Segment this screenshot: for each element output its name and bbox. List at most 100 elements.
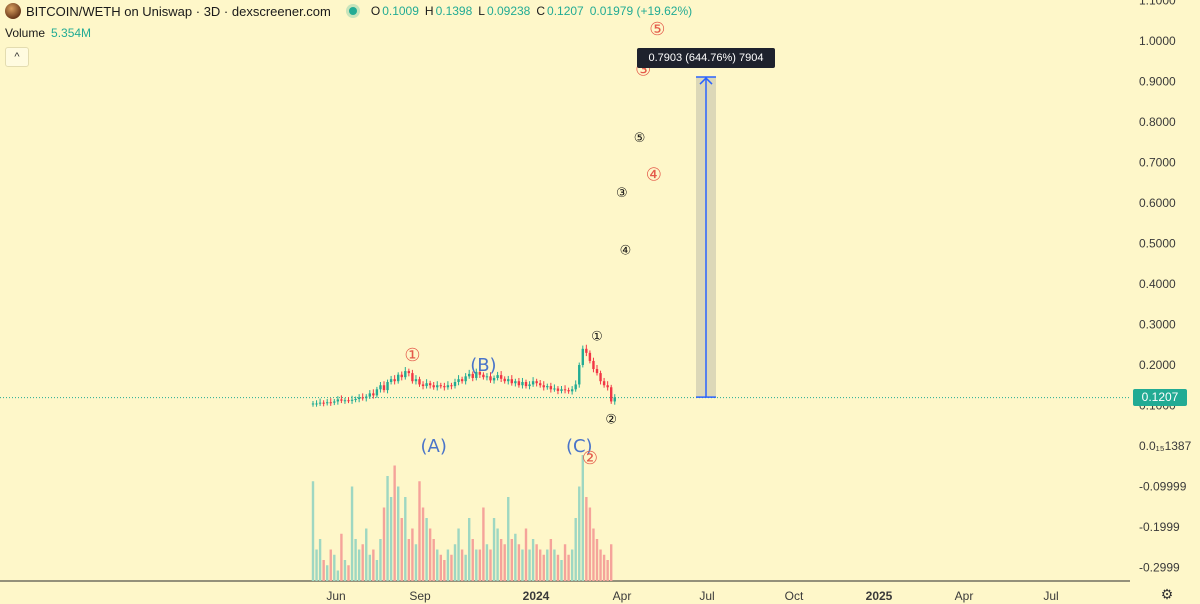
wave-label: (B) (470, 355, 496, 376)
volume-bar (354, 539, 357, 581)
wave-label: (C) (566, 436, 593, 457)
volume-bar (436, 549, 439, 581)
volume-bar (428, 528, 432, 581)
volume-bar (478, 549, 482, 581)
volume-bar (528, 549, 531, 581)
volume-bar (585, 497, 588, 581)
candle-body (499, 375, 503, 379)
candle-body (531, 381, 535, 385)
volume-bar (574, 518, 577, 581)
volume-bar (372, 549, 375, 581)
candle-body (478, 371, 482, 375)
candle-body (517, 381, 521, 386)
volume-bar (446, 549, 450, 581)
candle-body (393, 379, 396, 382)
volume-bar (329, 549, 332, 581)
volume-bar (347, 565, 350, 581)
volume-bar (421, 507, 425, 581)
candle-body (468, 373, 471, 377)
candle-body (514, 381, 517, 384)
volume-bar (450, 554, 453, 581)
collapse-legend-button[interactable]: ^ (5, 47, 29, 67)
volume-bar (336, 570, 340, 581)
volume-bar (514, 533, 517, 581)
volume-bar (414, 544, 418, 581)
candle-body (578, 365, 581, 385)
candle-body (446, 385, 450, 388)
candle-body (428, 383, 432, 386)
settings-gear-icon[interactable]: ⚙ (1160, 586, 1174, 602)
volume-bar (560, 560, 563, 581)
candle-body (539, 383, 542, 386)
candle-body (357, 397, 361, 400)
volume-bar (588, 507, 592, 581)
volume-bar (418, 481, 421, 581)
volume-bar (471, 539, 474, 581)
x-tick-label: Apr (955, 589, 974, 603)
candle-body (567, 390, 570, 392)
wave-label: ② (605, 413, 617, 428)
volume-bar (386, 476, 389, 581)
candle-body (453, 382, 457, 387)
candle-body (496, 375, 499, 378)
candle-body (585, 348, 588, 353)
wave-label: ⑤ (634, 131, 646, 146)
candle-body (354, 399, 357, 401)
volume-bar (318, 539, 322, 581)
volume-bar (524, 528, 528, 581)
volume-bar (492, 518, 496, 581)
candle-body (336, 399, 340, 402)
y-tick-label: 0.8000 (1139, 115, 1176, 129)
token-avatar-icon (5, 3, 21, 19)
volume-bar (556, 554, 560, 581)
volume-bar (361, 544, 364, 581)
candle-body (333, 401, 336, 403)
volume-value: 5.354M (51, 26, 92, 40)
volume-bar (397, 486, 400, 581)
volume-bar (482, 507, 485, 581)
candle-body (400, 374, 403, 378)
x-tick-label: Oct (785, 589, 804, 603)
volume-bar (510, 539, 513, 581)
volume-bar (379, 539, 382, 581)
candle-body (563, 389, 567, 391)
volume-label: Volume (5, 26, 46, 40)
y-tick-label: 1.0000 (1139, 34, 1176, 48)
y-tick-label: 0.9000 (1139, 75, 1176, 89)
candle-body (574, 384, 577, 390)
candle-body (521, 382, 524, 386)
volume-bar (382, 507, 386, 581)
volume-bar (499, 539, 503, 581)
market-status-icon[interactable] (348, 7, 357, 15)
candle-body (315, 403, 318, 405)
candle-body (436, 385, 439, 388)
volume-bar (407, 539, 411, 581)
volume-bar (606, 560, 609, 581)
volume-bar (549, 539, 553, 581)
candle-body (556, 388, 560, 391)
wave-label: ② (582, 448, 598, 469)
y-tick-label: 0.5000 (1139, 237, 1176, 251)
candle-body (404, 371, 407, 378)
candle-body (460, 379, 464, 382)
volume-bar (567, 554, 570, 581)
candle-body (471, 373, 474, 378)
x-tick-label: 2025 (866, 589, 893, 603)
volume-bar (592, 528, 595, 581)
candle-body (450, 385, 453, 387)
ohlc-close: C 0.1207 (536, 4, 584, 18)
candle-body (397, 374, 400, 382)
y-tick-label: 1.1000 (1139, 0, 1176, 8)
candle-body (414, 379, 418, 382)
candle-body (365, 396, 368, 399)
candle-body (613, 397, 616, 402)
volume-bar (610, 544, 613, 581)
candle-body (311, 403, 315, 405)
volume-bar (602, 554, 606, 581)
candle-body (489, 376, 492, 381)
y-tick-label: -0.2999 (1139, 561, 1180, 575)
volume-bar (425, 518, 428, 581)
y-tick-label: 0.4000 (1139, 277, 1176, 291)
wave-label: ① (591, 330, 603, 345)
